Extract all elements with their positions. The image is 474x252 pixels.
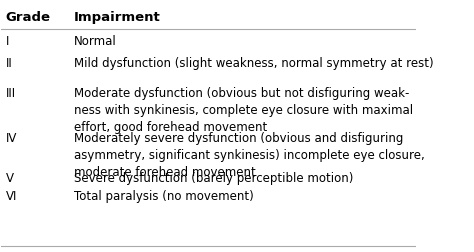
Text: Normal: Normal [74,35,117,48]
Text: Total paralysis (no movement): Total paralysis (no movement) [74,190,254,203]
Text: Mild dysfunction (slight weakness, normal symmetry at rest): Mild dysfunction (slight weakness, norma… [74,57,434,71]
Text: I: I [6,35,9,48]
Text: Impairment: Impairment [74,11,161,24]
Text: III: III [6,87,16,100]
Text: Severe dysfunction (barely perceptible motion): Severe dysfunction (barely perceptible m… [74,172,353,185]
Text: Moderately severe dysfunction (obvious and disfiguring
asymmetry, significant sy: Moderately severe dysfunction (obvious a… [74,132,425,179]
Text: IV: IV [6,132,17,145]
Text: Moderate dysfunction (obvious but not disfiguring weak-
ness with synkinesis, co: Moderate dysfunction (obvious but not di… [74,87,413,134]
Text: Grade: Grade [6,11,51,24]
Text: II: II [6,57,12,71]
Text: V: V [6,172,14,185]
Text: VI: VI [6,190,17,203]
